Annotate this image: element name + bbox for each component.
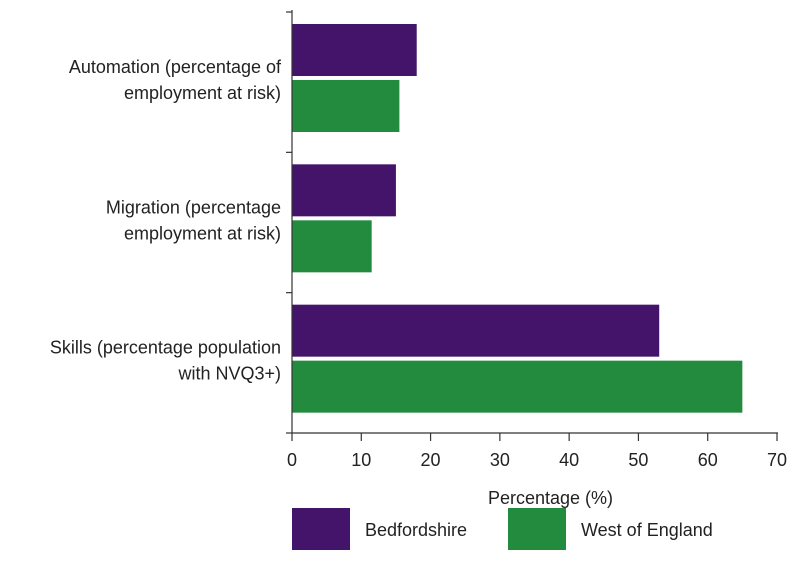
category-label: employment at risk) xyxy=(124,223,281,243)
x-tick-label: 0 xyxy=(287,450,297,470)
category-label: Automation (percentage of xyxy=(69,57,282,77)
bar-bedfordshire-2 xyxy=(292,304,660,357)
legend-swatch-west-of-england xyxy=(508,508,566,550)
bar-bedfordshire-1 xyxy=(292,164,396,217)
category-label: Migration (percentage xyxy=(106,197,281,217)
bar-west-of-england-2 xyxy=(292,360,743,413)
category-label: employment at risk) xyxy=(124,83,281,103)
legend-swatch-bedfordshire xyxy=(292,508,350,550)
bar-west-of-england-1 xyxy=(292,220,372,273)
legend-label: West of England xyxy=(581,520,713,540)
bar-bedfordshire-0 xyxy=(292,24,417,76)
category-label: Skills (percentage population xyxy=(50,338,281,358)
x-tick-label: 70 xyxy=(767,450,787,470)
x-tick-label: 60 xyxy=(698,450,718,470)
category-label: with NVQ3+) xyxy=(177,364,281,384)
x-tick-label: 30 xyxy=(490,450,510,470)
bar-west-of-england-0 xyxy=(292,80,400,132)
x-tick-label: 50 xyxy=(628,450,648,470)
x-axis-title: Percentage (%) xyxy=(488,488,613,508)
x-tick-label: 20 xyxy=(421,450,441,470)
x-tick-label: 10 xyxy=(351,450,371,470)
legend-label: Bedfordshire xyxy=(365,520,467,540)
x-tick-label: 40 xyxy=(559,450,579,470)
